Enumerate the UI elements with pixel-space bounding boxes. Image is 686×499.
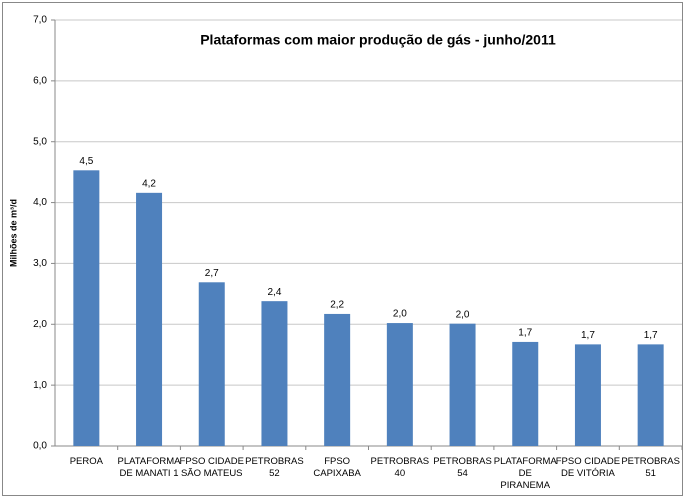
data-label: 4,2 xyxy=(142,178,156,189)
chart-title: Plataformas com maior produção de gás - … xyxy=(200,32,556,48)
x-tick-label: PEROA xyxy=(69,456,103,467)
x-tick-label: FPSO CIDADE SÃO MATEUS xyxy=(179,456,244,479)
bar xyxy=(449,323,476,446)
x-tick-label: PLATAFORMA DE PIRANEMA xyxy=(493,456,557,491)
x-tick-label: PETROBRAS 54 xyxy=(433,456,492,479)
bar xyxy=(637,344,664,446)
data-label: 2,0 xyxy=(456,309,470,320)
x-tick-label: FPSO CIDADE DE VITÓRIA xyxy=(555,456,621,479)
x-tick-label: PETROBRAS 40 xyxy=(370,456,430,479)
bar xyxy=(136,192,163,446)
x-tick-label: FPSO CAPIXABA xyxy=(313,456,361,479)
data-label: 1,7 xyxy=(644,330,658,341)
bar xyxy=(324,313,351,446)
bar xyxy=(512,341,539,446)
data-label: 1,7 xyxy=(518,328,532,339)
y-tick-label: 7,0 xyxy=(33,15,47,26)
x-tick-label: PETROBRAS 52 xyxy=(245,456,304,479)
data-label: 4,5 xyxy=(79,156,93,167)
y-tick-label: 6,0 xyxy=(33,75,47,86)
y-tick-label: 5,0 xyxy=(33,136,47,147)
data-label: 2,7 xyxy=(205,268,219,279)
data-label: 2,4 xyxy=(267,287,281,298)
bar xyxy=(574,344,601,446)
data-label: 2,0 xyxy=(393,309,407,320)
y-tick-label: 0,0 xyxy=(33,441,47,452)
y-tick-label: 4,0 xyxy=(33,197,47,208)
y-axis-label: Milhões de m³/d xyxy=(8,199,18,267)
x-tick-label: PETROBRAS 51 xyxy=(621,456,680,479)
data-label: 2,2 xyxy=(330,300,344,311)
y-tick-label: 2,0 xyxy=(33,319,47,330)
data-label: 1,7 xyxy=(581,330,595,341)
bar xyxy=(198,282,225,446)
bar xyxy=(386,323,413,446)
y-tick-label: 3,0 xyxy=(33,258,47,269)
x-tick-label: PLATAFORMA DE MANATI 1 xyxy=(117,456,181,479)
bar xyxy=(73,170,100,446)
bar xyxy=(261,301,288,446)
y-tick-label: 1,0 xyxy=(33,380,47,391)
